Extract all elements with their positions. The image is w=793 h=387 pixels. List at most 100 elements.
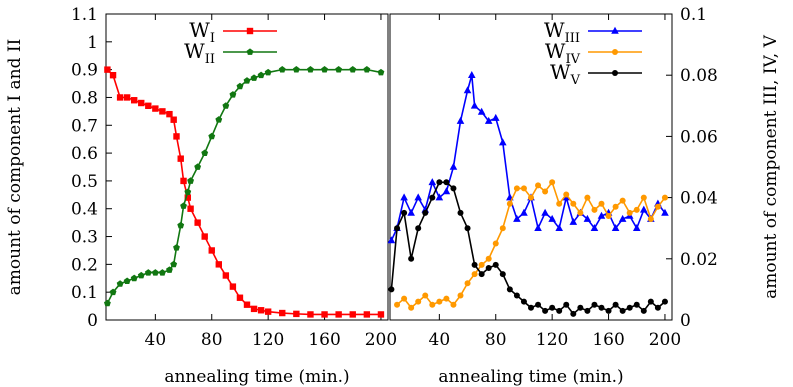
panel1-series-i-point bbox=[180, 177, 187, 185]
panel1-series-i-point bbox=[116, 94, 124, 101]
panel2-series-iv-point bbox=[647, 216, 654, 223]
panel1-y-tick-label: 0.1 bbox=[71, 283, 98, 303]
panel2-series-iv-point bbox=[513, 185, 520, 192]
panel2-series-v-point bbox=[513, 292, 520, 299]
panel2-y-tick-label: 0.08 bbox=[680, 66, 718, 86]
panel2-series-v-point bbox=[429, 194, 436, 201]
panel2-series-iv-point bbox=[499, 225, 506, 232]
panel2-series-iv-point bbox=[506, 200, 513, 207]
panel1-series-ii-point bbox=[349, 66, 357, 73]
panel1-series-ii-point bbox=[123, 277, 131, 284]
panel2-x-axis-title: annealing time (min.) bbox=[438, 367, 623, 387]
panel2-series-iii-point bbox=[597, 211, 606, 219]
panel2-series-v-point bbox=[584, 307, 591, 314]
panel1-series-i-point bbox=[349, 311, 356, 318]
panel1-series-ii-point bbox=[177, 221, 185, 229]
panel2-series-v-point bbox=[457, 209, 464, 216]
panel2-series-iv-point bbox=[612, 203, 619, 210]
panel2-series-v-point bbox=[443, 179, 450, 186]
panel2-series-iii-point bbox=[541, 208, 549, 216]
panel2-series-iii-point bbox=[632, 224, 641, 231]
panel1-series-i-point bbox=[236, 294, 244, 301]
panel2-series-iii-point bbox=[499, 138, 507, 146]
panel2-series-iv-point bbox=[661, 194, 668, 201]
panel2-series-iv-point bbox=[450, 301, 457, 308]
panel2-series-iv-point bbox=[570, 200, 577, 207]
panel2-x-tick-label: 120 bbox=[536, 330, 568, 350]
panel1-y-tick-label: 1.1 bbox=[71, 5, 98, 25]
panel2-series-iii-point bbox=[661, 208, 669, 216]
panel1-series-ii-point bbox=[208, 132, 216, 140]
panel2-series-iv-point bbox=[633, 206, 640, 213]
panel1-y-tick-label: 0.2 bbox=[71, 255, 98, 275]
panel1-series-ii-point bbox=[151, 269, 159, 276]
panel2-series-v-point bbox=[506, 286, 513, 293]
panel1-series-ii-point bbox=[184, 188, 192, 195]
panel2-series-iii-point bbox=[520, 208, 528, 216]
panel1-series-ii-legend-marker bbox=[246, 48, 254, 55]
panel2-series-iv-point bbox=[626, 209, 633, 216]
panel1-series-ii-point bbox=[109, 288, 117, 296]
panel1-series-ii-point bbox=[250, 74, 258, 81]
panel2-series-v-point bbox=[556, 307, 563, 314]
panel2-series-iv-point bbox=[464, 280, 471, 287]
panel2-series-v-point bbox=[661, 298, 668, 305]
panel2-series-iv-point bbox=[471, 271, 478, 278]
panel2-series-iv-point bbox=[429, 301, 436, 308]
panel1-plot-frame bbox=[105, 13, 389, 321]
panel1-series-ii-point bbox=[103, 299, 111, 307]
panel2-series-iii-legend-marker bbox=[611, 26, 619, 34]
panel1-series-i-point bbox=[138, 99, 145, 107]
panel1-series-ii-point bbox=[236, 82, 244, 90]
panel1-series-i-point bbox=[229, 283, 237, 290]
panel2-series-v-point bbox=[598, 304, 605, 311]
panel2-y-tick-label: 0.1 bbox=[680, 5, 707, 25]
panel2-series-iv-point bbox=[563, 191, 570, 198]
panel2-series-iii-point bbox=[491, 113, 500, 121]
panel2-series-iv-point bbox=[528, 194, 534, 201]
panel2-series-iii-point bbox=[477, 107, 486, 115]
panel2-series-v-point bbox=[605, 307, 612, 314]
panel1-series-i-point bbox=[250, 305, 258, 313]
panel2-series-iii-point bbox=[470, 101, 479, 109]
panel1-x-tick-label: 120 bbox=[252, 330, 284, 350]
panel2-series-v-point bbox=[570, 310, 577, 317]
panel2-series-v-point bbox=[640, 307, 647, 314]
panel2-series-v-point bbox=[528, 304, 534, 311]
panel1-y-axis-title: amount of component I and II bbox=[5, 39, 25, 296]
panel2-series-iii-point bbox=[428, 178, 437, 186]
panel1-series-ii-point bbox=[215, 116, 223, 123]
panel1-x-axis-title: annealing time (min.) bbox=[164, 367, 349, 387]
panel2-x-tick-label: 160 bbox=[592, 330, 624, 350]
panel1-series-i-legend-marker bbox=[246, 27, 254, 35]
panel1-series-i-point bbox=[363, 311, 371, 318]
panel1-series-i-point bbox=[109, 72, 117, 79]
panel1-y-tick-label: 1 bbox=[87, 33, 98, 53]
panel2-series-v-point bbox=[619, 307, 626, 314]
panel1-series-ii-point bbox=[187, 177, 195, 184]
panel1-y-tick-label: 0.9 bbox=[71, 61, 98, 81]
panel1-series-i-point bbox=[215, 261, 222, 268]
panel2-series-iv-point bbox=[640, 194, 647, 201]
panel2-y-tick-label: 0.04 bbox=[680, 189, 718, 209]
panel2-x-tick-label: 80 bbox=[485, 330, 507, 350]
panel2-series-iv-point bbox=[443, 295, 450, 302]
panel1-y-tick-label: 0 bbox=[87, 311, 98, 331]
panel2-series-iii-point bbox=[590, 224, 599, 231]
panel2-series-iv-point bbox=[577, 209, 584, 216]
panel1-series-i-point bbox=[279, 309, 286, 317]
panel2-series-iv-point bbox=[591, 206, 598, 213]
panel1-series-i-point bbox=[243, 301, 251, 308]
panel2-series-iv-point bbox=[408, 304, 415, 311]
panel2-series-iii-point bbox=[548, 214, 556, 222]
panel1-y-tick-label: 0.8 bbox=[71, 88, 98, 108]
panel2-series-iii-point bbox=[442, 187, 451, 195]
panel1-series-ii-point bbox=[180, 202, 187, 209]
panel2-series-iv-point bbox=[401, 295, 408, 302]
panel1-series-i-point bbox=[177, 155, 184, 162]
panel1-series-i-point bbox=[222, 272, 230, 279]
panel2-series-v-point bbox=[563, 301, 570, 308]
panel1-series-i-point bbox=[131, 97, 138, 104]
panel2-series-v-point bbox=[436, 179, 443, 186]
